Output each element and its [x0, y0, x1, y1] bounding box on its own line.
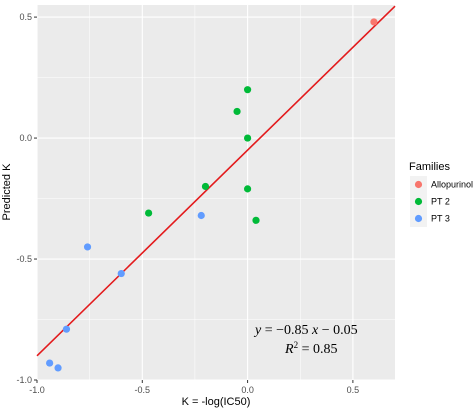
y-tick-label: -0.5: [16, 254, 32, 264]
r-squared-text: R2 = 0.85: [284, 340, 337, 357]
data-point: [145, 209, 153, 217]
equation-text: y = −0.85 x − 0.05: [253, 323, 358, 338]
data-point: [370, 18, 378, 26]
x-tick-label: -0.5: [135, 385, 151, 395]
legend-entries: Allopurinol PT 2 PT 3: [410, 176, 473, 227]
y-tick-label: 0.5: [19, 12, 32, 22]
legend-marker: [414, 197, 423, 206]
x-tick-label: -1.0: [29, 385, 45, 395]
legend-label: Allopurinol: [431, 180, 473, 190]
x-tick-label: 0.5: [347, 385, 360, 395]
x-axis-ticks: -1.0 -0.5 0.0 0.5: [29, 380, 359, 395]
major-gridlines: [36, 5, 395, 381]
data-point: [243, 134, 252, 142]
regression-line: [36, 5, 396, 357]
y-axis-title: Predicted K: [1, 163, 13, 221]
data-point: [83, 243, 92, 251]
regression-annotation: y = −0.85 x − 0.05 R2 = 0.85: [253, 323, 358, 357]
y-tick-label: 0.0: [19, 133, 32, 143]
y-tick-label: -1.0: [16, 375, 32, 385]
y-axis-ticks: -1.0 -0.5 0.0 0.5: [16, 12, 37, 385]
legend-marker: [414, 180, 423, 189]
data-point: [117, 269, 125, 278]
legend-marker: [414, 214, 423, 223]
legend-label: PT 3: [431, 214, 450, 224]
data-point: [252, 216, 260, 224]
panel-background: [37, 5, 395, 380]
data-point: [233, 107, 241, 116]
data-point: [243, 86, 252, 94]
data-point: [197, 211, 205, 220]
data-point: [62, 325, 71, 333]
data-points: [46, 18, 378, 372]
x-axis-title: K = -log(IC50): [182, 396, 251, 408]
legend: Families Allopurinol PT 2 PT 3: [409, 161, 473, 227]
x-tick-label: 0.0: [241, 385, 254, 395]
minor-gridlines: [37, 5, 395, 380]
data-point: [201, 182, 210, 191]
regression-line-group: [36, 5, 396, 357]
data-point: [46, 359, 54, 367]
legend-label: PT 2: [431, 197, 450, 207]
data-point: [54, 364, 62, 372]
legend-title: Families: [409, 161, 450, 173]
data-point: [243, 185, 252, 193]
